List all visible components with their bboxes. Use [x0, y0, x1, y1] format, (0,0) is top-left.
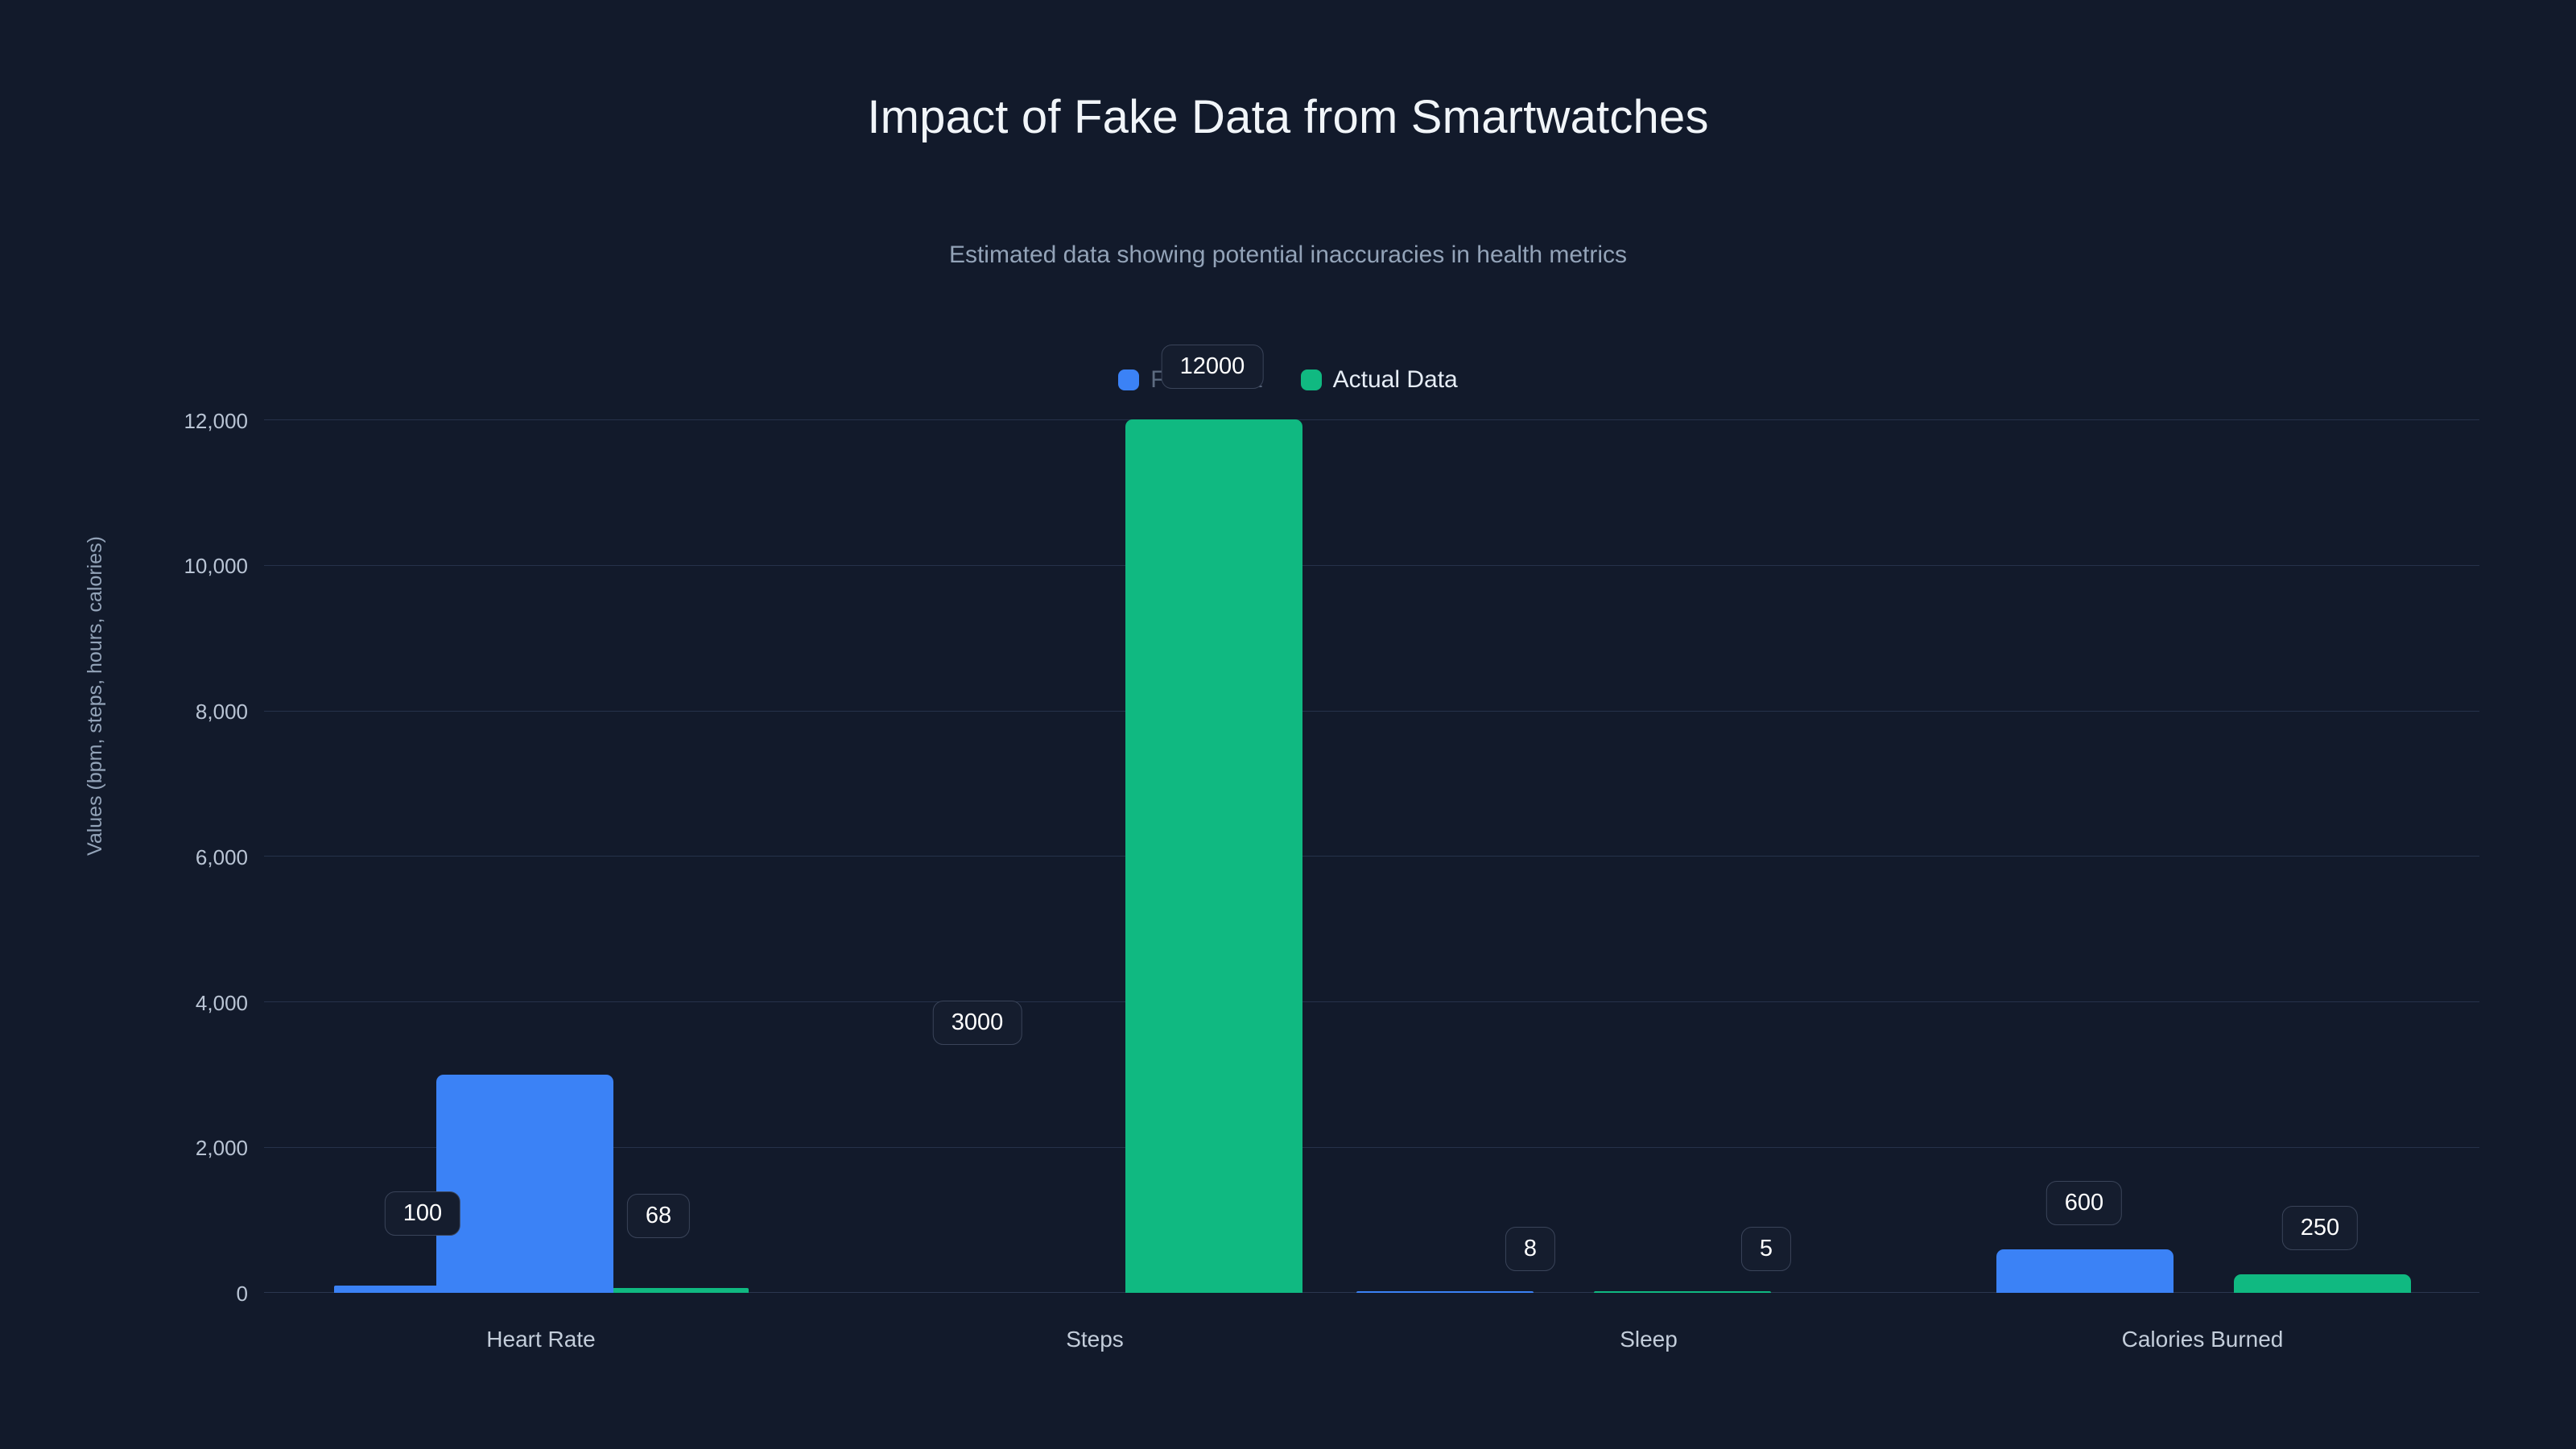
y-tick-4000: 4,000 — [195, 991, 248, 1015]
bar-heart-rate-actual[interactable] — [572, 1288, 749, 1293]
x-tick-calories-burned: Calories Burned — [2121, 1327, 2284, 1352]
square-swatch-icon — [1300, 369, 1322, 390]
data-label-calories-actual: 250 — [2281, 1206, 2359, 1250]
page-title: Impact of Fake Data from Smartwatches — [867, 91, 1709, 143]
x-tick-heart-rate: Heart Rate — [486, 1327, 596, 1352]
gridline-12000 — [264, 419, 2479, 420]
bar-calories-actual[interactable] — [2234, 1274, 2411, 1293]
chart-legend: Fake Data Actual Data — [0, 366, 2576, 394]
y-tick-6000: 6,000 — [195, 845, 248, 869]
gridline-10000 — [264, 565, 2479, 566]
gridline-6000 — [264, 856, 2479, 857]
plot-area — [264, 419, 2479, 1293]
data-label-heart-rate-fake: 100 — [384, 1191, 461, 1236]
gridline-2000 — [264, 1147, 2479, 1148]
data-label-calories-fake: 600 — [2046, 1181, 2123, 1225]
x-tick-sleep: Sleep — [1620, 1327, 1678, 1352]
y-axis-label: Values (bpm, steps, hours, calories) — [84, 536, 106, 856]
bar-sleep-fake[interactable] — [1356, 1291, 1534, 1293]
page-subtitle: Estimated data showing potential inaccur… — [948, 242, 1628, 268]
bar-calories-fake[interactable] — [1996, 1249, 2174, 1293]
gridline-4000 — [264, 1001, 2479, 1002]
data-label-sleep-fake: 8 — [1505, 1227, 1556, 1271]
data-label-heart-rate-actual: 68 — [626, 1194, 691, 1238]
bar-heart-rate-fake[interactable] — [334, 1286, 511, 1293]
legend-label-actual-data: Actual Data — [1332, 366, 1458, 393]
bar-steps-actual[interactable] — [1125, 419, 1302, 1293]
data-label-sleep-actual: 5 — [1740, 1227, 1792, 1271]
bar-sleep-actual[interactable] — [1594, 1291, 1771, 1293]
y-tick-2000: 2,000 — [195, 1136, 248, 1160]
y-tick-0: 0 — [236, 1282, 248, 1306]
legend-item-actual-data[interactable]: Actual Data — [1300, 366, 1458, 394]
data-label-steps-actual: 12000 — [1161, 345, 1264, 389]
gridline-8000 — [264, 711, 2479, 712]
y-tick-8000: 8,000 — [195, 700, 248, 724]
y-tick-10000: 10,000 — [184, 554, 248, 578]
data-label-steps-fake: 3000 — [932, 1001, 1022, 1045]
square-swatch-icon — [1118, 369, 1140, 390]
x-tick-steps: Steps — [1066, 1327, 1124, 1352]
y-tick-12000: 12,000 — [184, 409, 248, 433]
bar-steps-fake[interactable] — [436, 1075, 613, 1293]
